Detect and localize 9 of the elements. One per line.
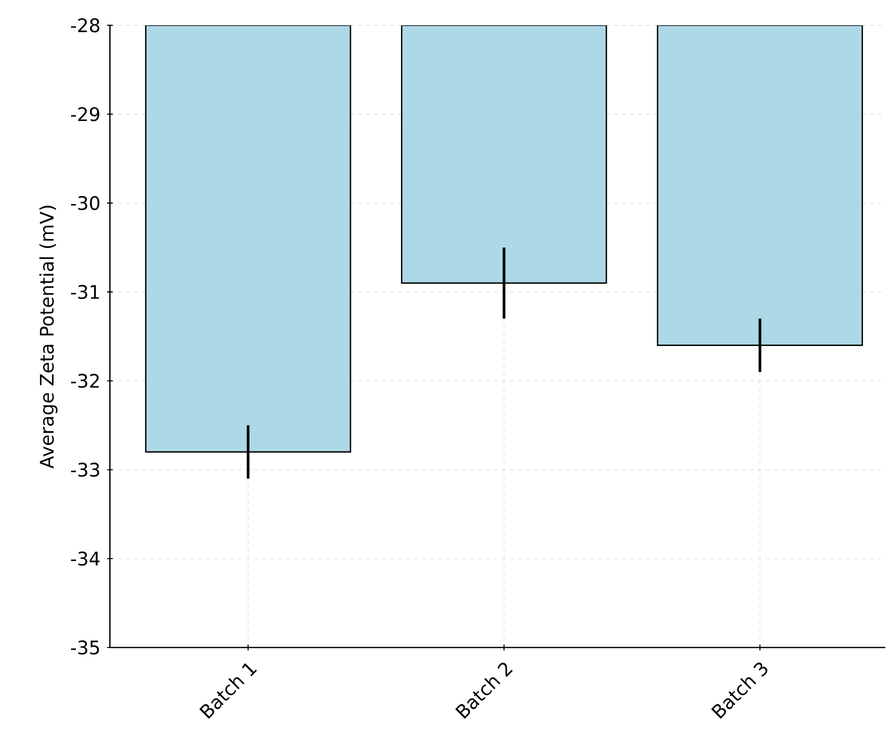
- y-tick-label: -30: [71, 196, 100, 210]
- y-tick-label: -29: [71, 107, 100, 122]
- y-tick-label: -32: [71, 374, 99, 388]
- y-tick-label: -31: [71, 284, 99, 299]
- y-tick-label: -28: [71, 18, 100, 32]
- y-tick-label: -35: [71, 640, 99, 655]
- y-axis-title: Average Zeta Potential (mV): [39, 206, 58, 469]
- y-tick-label: -34: [71, 552, 100, 566]
- y-tick-label: -33: [71, 462, 100, 477]
